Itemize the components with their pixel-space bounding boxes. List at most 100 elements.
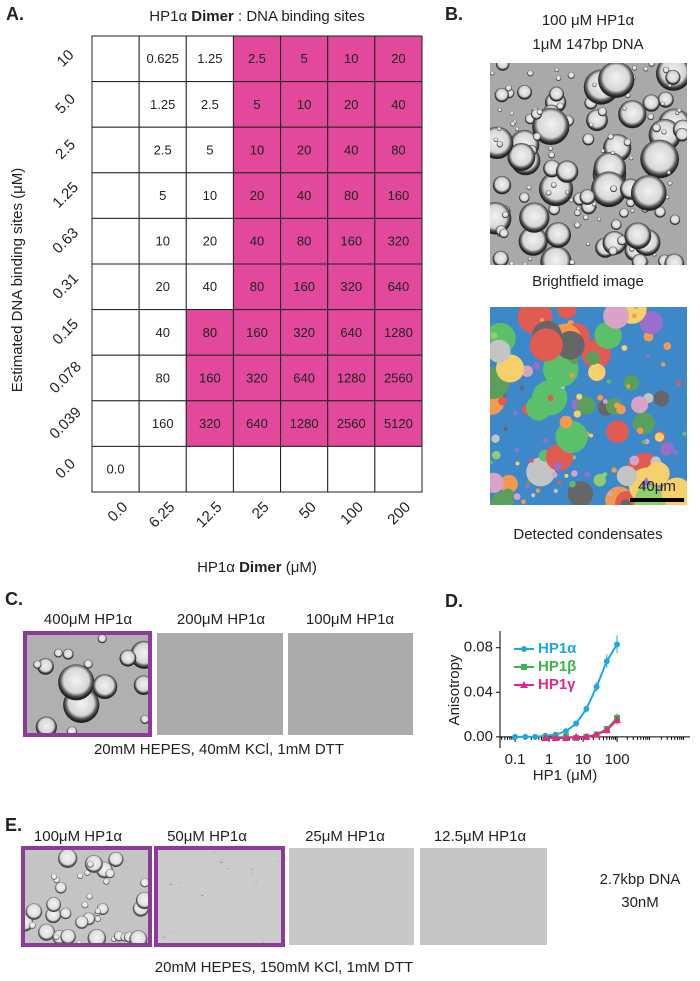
marker (583, 706, 590, 712)
droplet (574, 221, 581, 229)
droplets (490, 63, 687, 265)
y-axis-label: Estimated DNA binding sites (μM) (9, 168, 26, 393)
cell-value: 640 (340, 325, 362, 340)
droplet (582, 133, 595, 146)
grid-cell (138, 217, 187, 265)
cell-value: 40 (250, 234, 264, 249)
droplet (519, 192, 530, 203)
condensate (521, 499, 526, 505)
marker (520, 681, 528, 688)
droplet (94, 908, 101, 915)
droplet (499, 228, 509, 239)
cell-value: 160 (293, 279, 315, 294)
grid-cell (91, 445, 140, 493)
grid-cell (138, 263, 187, 311)
cell-value: 0.0 (107, 462, 125, 477)
droplet (592, 82, 597, 87)
condensate (564, 473, 569, 478)
condensate (632, 313, 637, 319)
cell-value: 10 (344, 51, 358, 66)
panel-letter: A. (6, 4, 24, 24)
cell-value: 40 (344, 142, 358, 157)
droplet (81, 901, 89, 909)
droplet (254, 881, 258, 884)
grid-cell (232, 81, 282, 128)
droplet (647, 113, 654, 121)
droplet (664, 253, 685, 265)
droplet (83, 659, 93, 669)
grid-cell (232, 445, 282, 493)
y-tick-label: 0.08 (464, 639, 493, 656)
condensate (526, 395, 552, 421)
grid-cell (374, 309, 423, 356)
grid-cell (185, 445, 234, 493)
condensate (583, 354, 588, 359)
condensate (539, 317, 545, 323)
droplet (556, 102, 564, 110)
droplet (536, 109, 543, 115)
droplet (610, 150, 615, 155)
droplet (522, 262, 528, 265)
cell-value: 1.25 (197, 51, 222, 66)
legend-label: HP1β (538, 658, 576, 675)
droplet (548, 151, 555, 159)
droplet (509, 261, 515, 265)
image-label: 25μM HP1α (305, 828, 385, 845)
cell-value: 80 (155, 370, 169, 385)
condensate (620, 499, 631, 505)
condensate (513, 410, 518, 416)
droplet (87, 928, 107, 945)
condensate (660, 442, 674, 456)
droplet (103, 878, 110, 885)
droplet (623, 138, 632, 147)
condensate (542, 437, 549, 444)
droplet (507, 142, 536, 171)
condensate (661, 362, 666, 367)
droplet (140, 878, 150, 888)
cell-value: 80 (250, 279, 264, 294)
x-tick-label: 1 (545, 751, 553, 768)
marker (512, 733, 519, 740)
condensate (553, 488, 558, 493)
cell-value: 20 (297, 142, 311, 157)
grid-cell (280, 263, 329, 311)
droplet (643, 66, 649, 72)
grid-cell (91, 172, 140, 219)
droplet (555, 160, 579, 183)
marker (593, 683, 600, 690)
image-label: 12.5μM HP1α (434, 828, 527, 845)
condensate (546, 448, 553, 455)
row-label: 0.039 (46, 404, 85, 443)
cell-value: 1280 (337, 370, 366, 385)
droplet (549, 86, 564, 102)
droplet (618, 100, 647, 129)
cell-value: 20 (250, 188, 264, 203)
droplet (105, 869, 115, 879)
droplet (490, 201, 512, 235)
condensate (519, 386, 525, 391)
row-label: 1.25 (49, 179, 82, 212)
row-label: 0.31 (49, 270, 82, 303)
micrograph (156, 848, 283, 945)
cell-value: 80 (344, 188, 358, 203)
cell-value: 1.25 (150, 97, 175, 112)
y-tick-label: 0.04 (464, 683, 493, 700)
panel-letter: D. (445, 591, 463, 611)
cell-value: 0.625 (146, 51, 179, 66)
condensate (573, 410, 581, 418)
droplets (23, 848, 150, 945)
condensate (673, 449, 678, 455)
droplet (86, 893, 93, 900)
condensate (551, 471, 558, 479)
cell-value: 1280 (290, 416, 319, 431)
condensate (513, 493, 521, 501)
grid-cell (185, 172, 234, 219)
droplet (496, 141, 504, 148)
condensate (498, 396, 507, 406)
condensate (490, 331, 498, 340)
droplet (526, 185, 532, 190)
condensate (593, 474, 606, 487)
micrograph (288, 633, 413, 735)
